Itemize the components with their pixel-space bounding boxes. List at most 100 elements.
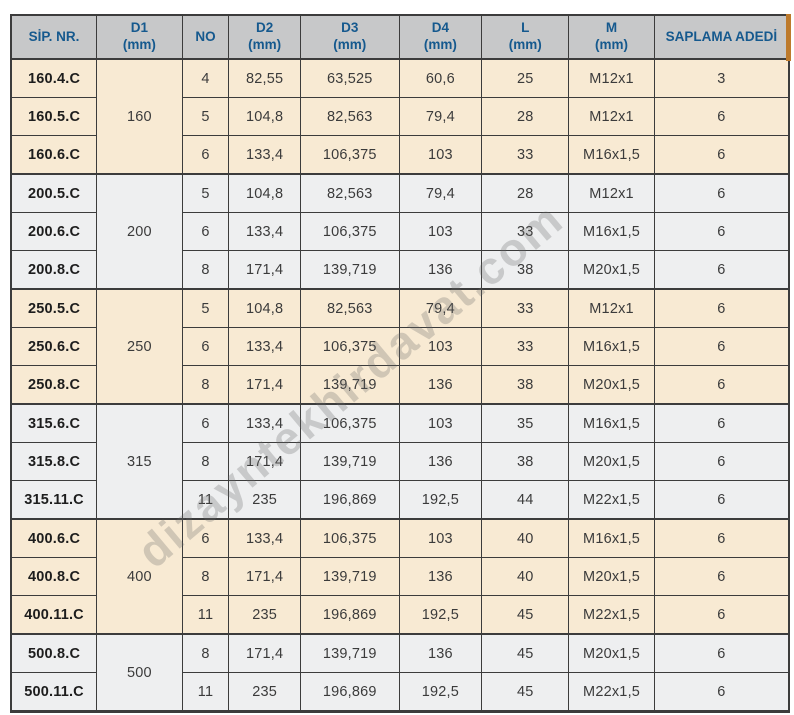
cell-no: 5 — [181, 173, 230, 213]
cell-no: 6 — [181, 135, 230, 175]
cell-d3: 82,563 — [299, 173, 400, 213]
cell-saplama: 6 — [653, 403, 790, 443]
cell-d4: 136 — [398, 633, 483, 673]
cell-sip: 400.6.C — [10, 518, 98, 558]
cell-d2: 104,8 — [228, 97, 301, 136]
cell-no: 5 — [181, 97, 230, 136]
cell-saplama: 6 — [653, 250, 790, 290]
cell-sip: 400.8.C — [10, 557, 98, 596]
cell-d3: 139,719 — [299, 557, 400, 596]
cell-d3: 106,375 — [299, 212, 400, 251]
cell-saplama: 3 — [653, 58, 790, 98]
cell-saplama: 6 — [653, 518, 790, 558]
cell-d4: 192,5 — [398, 595, 483, 635]
cell-d2: 82,55 — [228, 58, 301, 98]
cell-sip: 500.8.C — [10, 633, 98, 673]
cell-d2: 171,4 — [228, 250, 301, 290]
table-row: 315.6.C 315 6 133,4 106,375 103 35 M16x1… — [10, 403, 790, 520]
table-row: 500.8.C 500 8 171,4 139,719 136 45 M20x1… — [10, 633, 790, 712]
cell-l: 38 — [481, 365, 570, 405]
cell-no: 8 — [181, 633, 230, 673]
cell-d3: 106,375 — [299, 518, 400, 558]
table-row: 200.8.C 8 171,4 139,719 136 38 M20x1,5 6 — [10, 250, 790, 290]
cell-d3: 139,719 — [299, 633, 400, 673]
cell-m: M12x1 — [568, 173, 655, 213]
col-header-d2: D2 (mm) — [228, 14, 301, 60]
cell-no: 4 — [181, 58, 230, 98]
cell-m: M20x1,5 — [568, 442, 655, 481]
table-row: 400.6.C 400 6 133,4 106,375 103 40 M16x1… — [10, 518, 790, 635]
cell-d4: 79,4 — [398, 97, 483, 136]
table-row: 400.11.C 11 235 196,869 192,5 45 M22x1,5… — [10, 595, 790, 635]
cell-saplama: 6 — [653, 173, 790, 213]
cell-l: 35 — [481, 403, 570, 443]
cell-no: 8 — [181, 365, 230, 405]
cell-saplama: 6 — [653, 135, 790, 175]
cell-d2: 171,4 — [228, 633, 301, 673]
col-header-m: M (mm) — [568, 14, 655, 60]
cell-d4: 60,6 — [398, 58, 483, 98]
col-header-d4: D4 (mm) — [398, 14, 483, 60]
col-header-sip-nr: SİP. NR. — [10, 14, 98, 60]
cell-d3: 82,563 — [299, 288, 400, 328]
spec-table: SİP. NR. D1 (mm) NO D2 (mm) D3 (mm) D4 (mm) … — [10, 14, 790, 713]
cell-saplama: 6 — [653, 633, 790, 673]
cell-l: 45 — [481, 672, 570, 712]
table-row: 160.6.C 6 133,4 106,375 103 33 M16x1,5 6 — [10, 135, 790, 175]
table-row: 160.4.C 160 4 82,55 63,525 60,6 25 M12x1… — [10, 58, 790, 175]
cell-d2: 235 — [228, 480, 301, 520]
cell-d2: 235 — [228, 595, 301, 635]
cell-saplama: 6 — [653, 595, 790, 635]
cell-d4: 79,4 — [398, 173, 483, 213]
cell-d3: 139,719 — [299, 442, 400, 481]
cell-l: 33 — [481, 212, 570, 251]
cell-m: M20x1,5 — [568, 557, 655, 596]
cell-l: 45 — [481, 595, 570, 635]
cell-saplama: 6 — [653, 480, 790, 520]
cell-no: 6 — [181, 327, 230, 366]
table-row: 400.8.C 8 171,4 139,719 136 40 M20x1,5 6 — [10, 557, 790, 596]
cell-m: M22x1,5 — [568, 595, 655, 635]
cell-no: 11 — [181, 480, 230, 520]
cell-m: M12x1 — [568, 97, 655, 136]
table-row: 160.5.C 5 104,8 82,563 79,4 28 M12x1 6 — [10, 97, 790, 136]
cell-saplama: 6 — [653, 365, 790, 405]
cell-d3: 139,719 — [299, 250, 400, 290]
cell-m: M22x1,5 — [568, 480, 655, 520]
cell-m: M20x1,5 — [568, 365, 655, 405]
cell-d1-group: 250 — [96, 288, 183, 405]
cell-l: 44 — [481, 480, 570, 520]
cell-m: M20x1,5 — [568, 250, 655, 290]
cell-l: 38 — [481, 250, 570, 290]
cell-saplama: 6 — [653, 288, 790, 328]
cell-sip: 160.6.C — [10, 135, 98, 175]
cell-no: 11 — [181, 595, 230, 635]
cell-d4: 103 — [398, 403, 483, 443]
cell-d2: 133,4 — [228, 327, 301, 366]
cell-sip: 250.6.C — [10, 327, 98, 366]
cell-l: 25 — [481, 58, 570, 98]
cell-m: M12x1 — [568, 288, 655, 328]
cell-d4: 103 — [398, 327, 483, 366]
cell-d3: 196,869 — [299, 480, 400, 520]
cell-d3: 196,869 — [299, 595, 400, 635]
cell-sip: 500.11.C — [10, 672, 98, 712]
table-row: 500.11.C 11 235 196,869 192,5 45 M22x1,5… — [10, 672, 790, 712]
cell-d2: 171,4 — [228, 365, 301, 405]
cell-m: M12x1 — [568, 58, 655, 98]
cell-l: 33 — [481, 327, 570, 366]
cell-no: 11 — [181, 672, 230, 712]
cell-l: 45 — [481, 633, 570, 673]
cell-saplama: 6 — [653, 212, 790, 251]
table-row: 200.5.C 200 5 104,8 82,563 79,4 28 M12x1… — [10, 173, 790, 290]
cell-l: 33 — [481, 288, 570, 328]
cell-sip: 315.6.C — [10, 403, 98, 443]
cell-m: M22x1,5 — [568, 672, 655, 712]
cell-d1-group: 200 — [96, 173, 183, 290]
cell-sip: 160.4.C — [10, 58, 98, 98]
cell-l: 38 — [481, 442, 570, 481]
cell-sip: 250.8.C — [10, 365, 98, 405]
cell-d2: 171,4 — [228, 557, 301, 596]
cell-d2: 235 — [228, 672, 301, 712]
cell-d4: 103 — [398, 518, 483, 558]
